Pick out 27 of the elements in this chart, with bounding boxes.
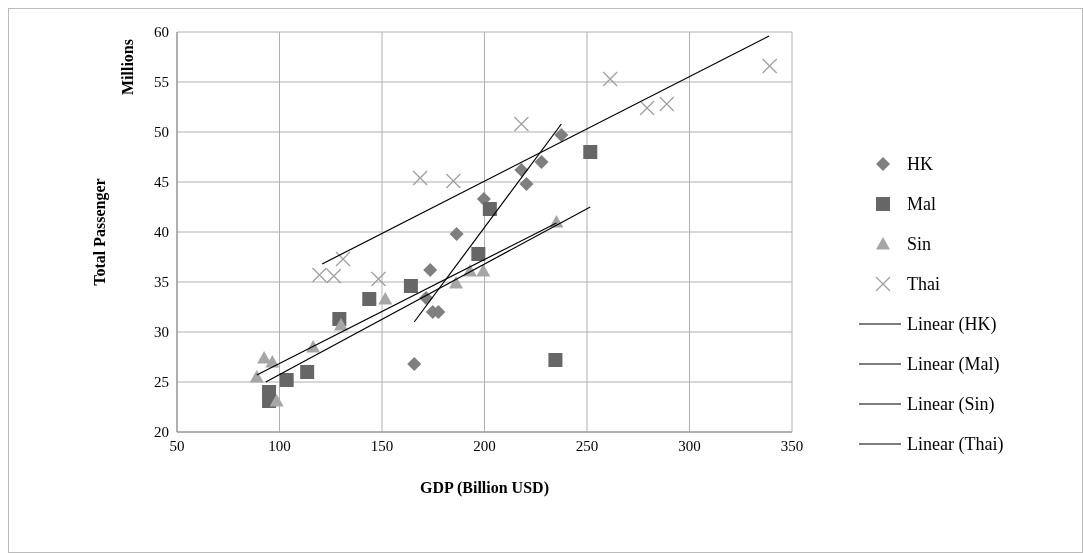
y-tick-label: 40 xyxy=(154,224,169,241)
y-tick-label: 35 xyxy=(154,274,169,291)
legend-label: Linear (Thai) xyxy=(907,433,1004,455)
x-tick-label: 300 xyxy=(678,437,701,454)
legend-label: Thai xyxy=(907,273,940,295)
x-tick-label: 250 xyxy=(575,437,599,454)
x-tick-label: 200 xyxy=(473,437,496,454)
y-tick-label: 20 xyxy=(154,424,169,441)
x-tick-label: 350 xyxy=(780,437,804,454)
x-tick-label: 50 xyxy=(169,437,185,454)
y-tick-label: 50 xyxy=(154,124,169,141)
legend-label: Mal xyxy=(907,193,936,215)
y-tick-label: 30 xyxy=(154,324,169,341)
y-tick-label: 45 xyxy=(154,174,169,191)
legend-label: Linear (Sin) xyxy=(907,393,995,415)
y-tick-label: 60 xyxy=(154,24,169,41)
x-tick-label: 100 xyxy=(268,437,291,454)
legend-label: Sin xyxy=(907,233,932,255)
legend-label: HK xyxy=(907,153,933,175)
x-tick-label: 150 xyxy=(370,437,394,454)
y-tick-label: 25 xyxy=(154,374,169,391)
y-axis-title: Total Passenger xyxy=(90,178,109,286)
legend-label: Linear (HK) xyxy=(907,313,997,335)
text: Millions xyxy=(119,39,137,96)
x-axis-title: GDP (Billion USD) xyxy=(420,479,549,498)
y-tick-label: 55 xyxy=(154,74,169,91)
legend-label: Linear (Mal) xyxy=(907,353,1000,375)
